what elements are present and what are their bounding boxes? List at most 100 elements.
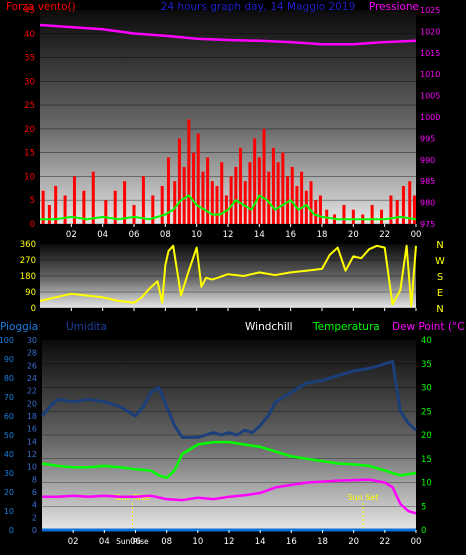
pressure-tick-label: 975 — [420, 220, 435, 229]
humidity-tick-label: 24 — [27, 374, 37, 383]
pressure-axis-title: Pressione — [369, 1, 419, 13]
wind-bar — [113, 190, 117, 224]
direction-tick-label: 90 — [25, 288, 36, 298]
humidity-tick-label: 22 — [27, 387, 37, 396]
wind-bar — [72, 176, 76, 224]
wind-bar — [408, 181, 412, 224]
humidity-tick-label: 8 — [32, 475, 37, 484]
wind-bar — [300, 171, 304, 224]
humidity-line — [40, 359, 418, 439]
humidity-tick-label: 26 — [27, 361, 37, 370]
temperature-tick-label: 30 — [421, 384, 432, 394]
wind-bar — [91, 171, 95, 224]
rain-tick-label: 20 — [4, 488, 14, 497]
wind-x-tick-label: 06 — [129, 230, 140, 240]
rain-tick-label: 50 — [4, 431, 14, 440]
wind-bar — [123, 181, 127, 224]
wind-bar — [196, 133, 200, 224]
gust-line — [40, 194, 417, 221]
wind-bar — [166, 157, 170, 224]
wind-bar — [295, 185, 299, 224]
wind-bar — [304, 190, 308, 224]
wind-x-tick-label: 22 — [379, 230, 390, 240]
temperature-x-tick-label: 00 — [411, 537, 422, 547]
wind-bar — [243, 181, 247, 224]
compass-label: N — [436, 240, 443, 251]
rain-tick-label: 0 — [9, 526, 14, 535]
wind-bar — [63, 195, 67, 224]
wind-plot-area — [40, 10, 416, 224]
wind-bar — [412, 195, 416, 224]
wind-bar — [192, 152, 196, 224]
wind-x-tick-label: 18 — [317, 230, 328, 240]
humidity-tick-label: 30 — [27, 336, 37, 345]
humidity-tick-label: 10 — [27, 463, 37, 472]
wind-bar — [253, 138, 257, 224]
temperature-tick-label: 35 — [421, 360, 432, 370]
pressure-tick-label: 1000 — [420, 113, 440, 122]
compass-label: S — [437, 272, 443, 283]
temperature-tick-label: 5 — [421, 502, 426, 512]
temperature-x-tick-label: 06 — [130, 537, 141, 547]
humidity-tick-label: 2 — [32, 513, 37, 522]
wind-bar — [286, 176, 290, 224]
temperature-tick-label: 10 — [421, 479, 432, 489]
pressure-tick-label: 1020 — [420, 27, 440, 36]
wind-bar — [370, 204, 374, 224]
wind-y-tick-label: 30 — [24, 77, 35, 87]
wind-axis-title: Forza vento() — [6, 1, 76, 13]
wind-bar — [248, 162, 252, 224]
humidity-tick-label: 20 — [27, 399, 37, 408]
wind-y-tick-label: 20 — [24, 125, 35, 135]
wind-bar — [41, 190, 45, 224]
pressure-line — [39, 23, 417, 46]
wind-y-tick-label: 35 — [24, 54, 35, 64]
temperature-tick-label: 20 — [421, 431, 432, 441]
wind-bar — [215, 185, 219, 224]
humidity-tick-label: 0 — [32, 526, 37, 535]
temperature-x-tick-label: 08 — [161, 537, 172, 547]
pioggia-label: Pioggia — [0, 321, 38, 333]
wind-bar — [201, 171, 205, 224]
rain-tick-label: 30 — [4, 469, 14, 478]
wind-bar — [351, 209, 355, 224]
wind-y-tick-label: 45 — [24, 6, 35, 16]
direction-tick-label: 180 — [20, 272, 36, 282]
wind-x-tick-label: 20 — [348, 230, 359, 240]
direction-tick-label: 270 — [20, 256, 36, 266]
wind-y-tick-label: 10 — [24, 172, 35, 182]
wind-bar — [318, 195, 322, 224]
wind-bar — [239, 147, 243, 224]
rain-tick-label: 40 — [4, 450, 14, 459]
wind-bar — [267, 171, 271, 224]
rain-tick-label: 90 — [4, 355, 14, 364]
rain-tick-label: 10 — [4, 507, 14, 516]
wind-bar — [220, 162, 224, 224]
wind-bar — [271, 147, 275, 224]
wind-bar — [281, 152, 285, 224]
wind-y-tick-label: 15 — [24, 149, 35, 159]
sun-set-label: Sun Set — [348, 493, 379, 502]
wind-bar — [276, 162, 280, 224]
rain-tick-label: 80 — [4, 374, 14, 383]
wind-x-tick-label: 14 — [254, 230, 265, 240]
wind-bar — [132, 204, 136, 224]
wind-bar — [395, 200, 399, 224]
umidita-label: Umidita — [66, 321, 107, 333]
pressure-tick-label: 995 — [420, 134, 435, 143]
chart-title: 24 hours graph day, 14 Maggio 2019 — [161, 1, 356, 13]
wind-bar — [104, 200, 108, 224]
wind-x-tick-label: 12 — [223, 230, 234, 240]
temperature-x-tick-label: 02 — [68, 537, 79, 547]
temperatura-label: Temperatura — [312, 321, 380, 333]
temperature-x-tick-label: 22 — [379, 537, 390, 547]
temperature-tick-label: 40 — [421, 336, 432, 346]
wind-bar — [342, 204, 346, 224]
direction-tick-label: 360 — [20, 240, 36, 250]
wind-bar — [262, 128, 266, 224]
wind-x-tick-label: 08 — [160, 230, 171, 240]
pressure-tick-label: 1010 — [420, 70, 440, 79]
wind-bar — [182, 166, 186, 224]
compass-label: E — [437, 288, 443, 299]
